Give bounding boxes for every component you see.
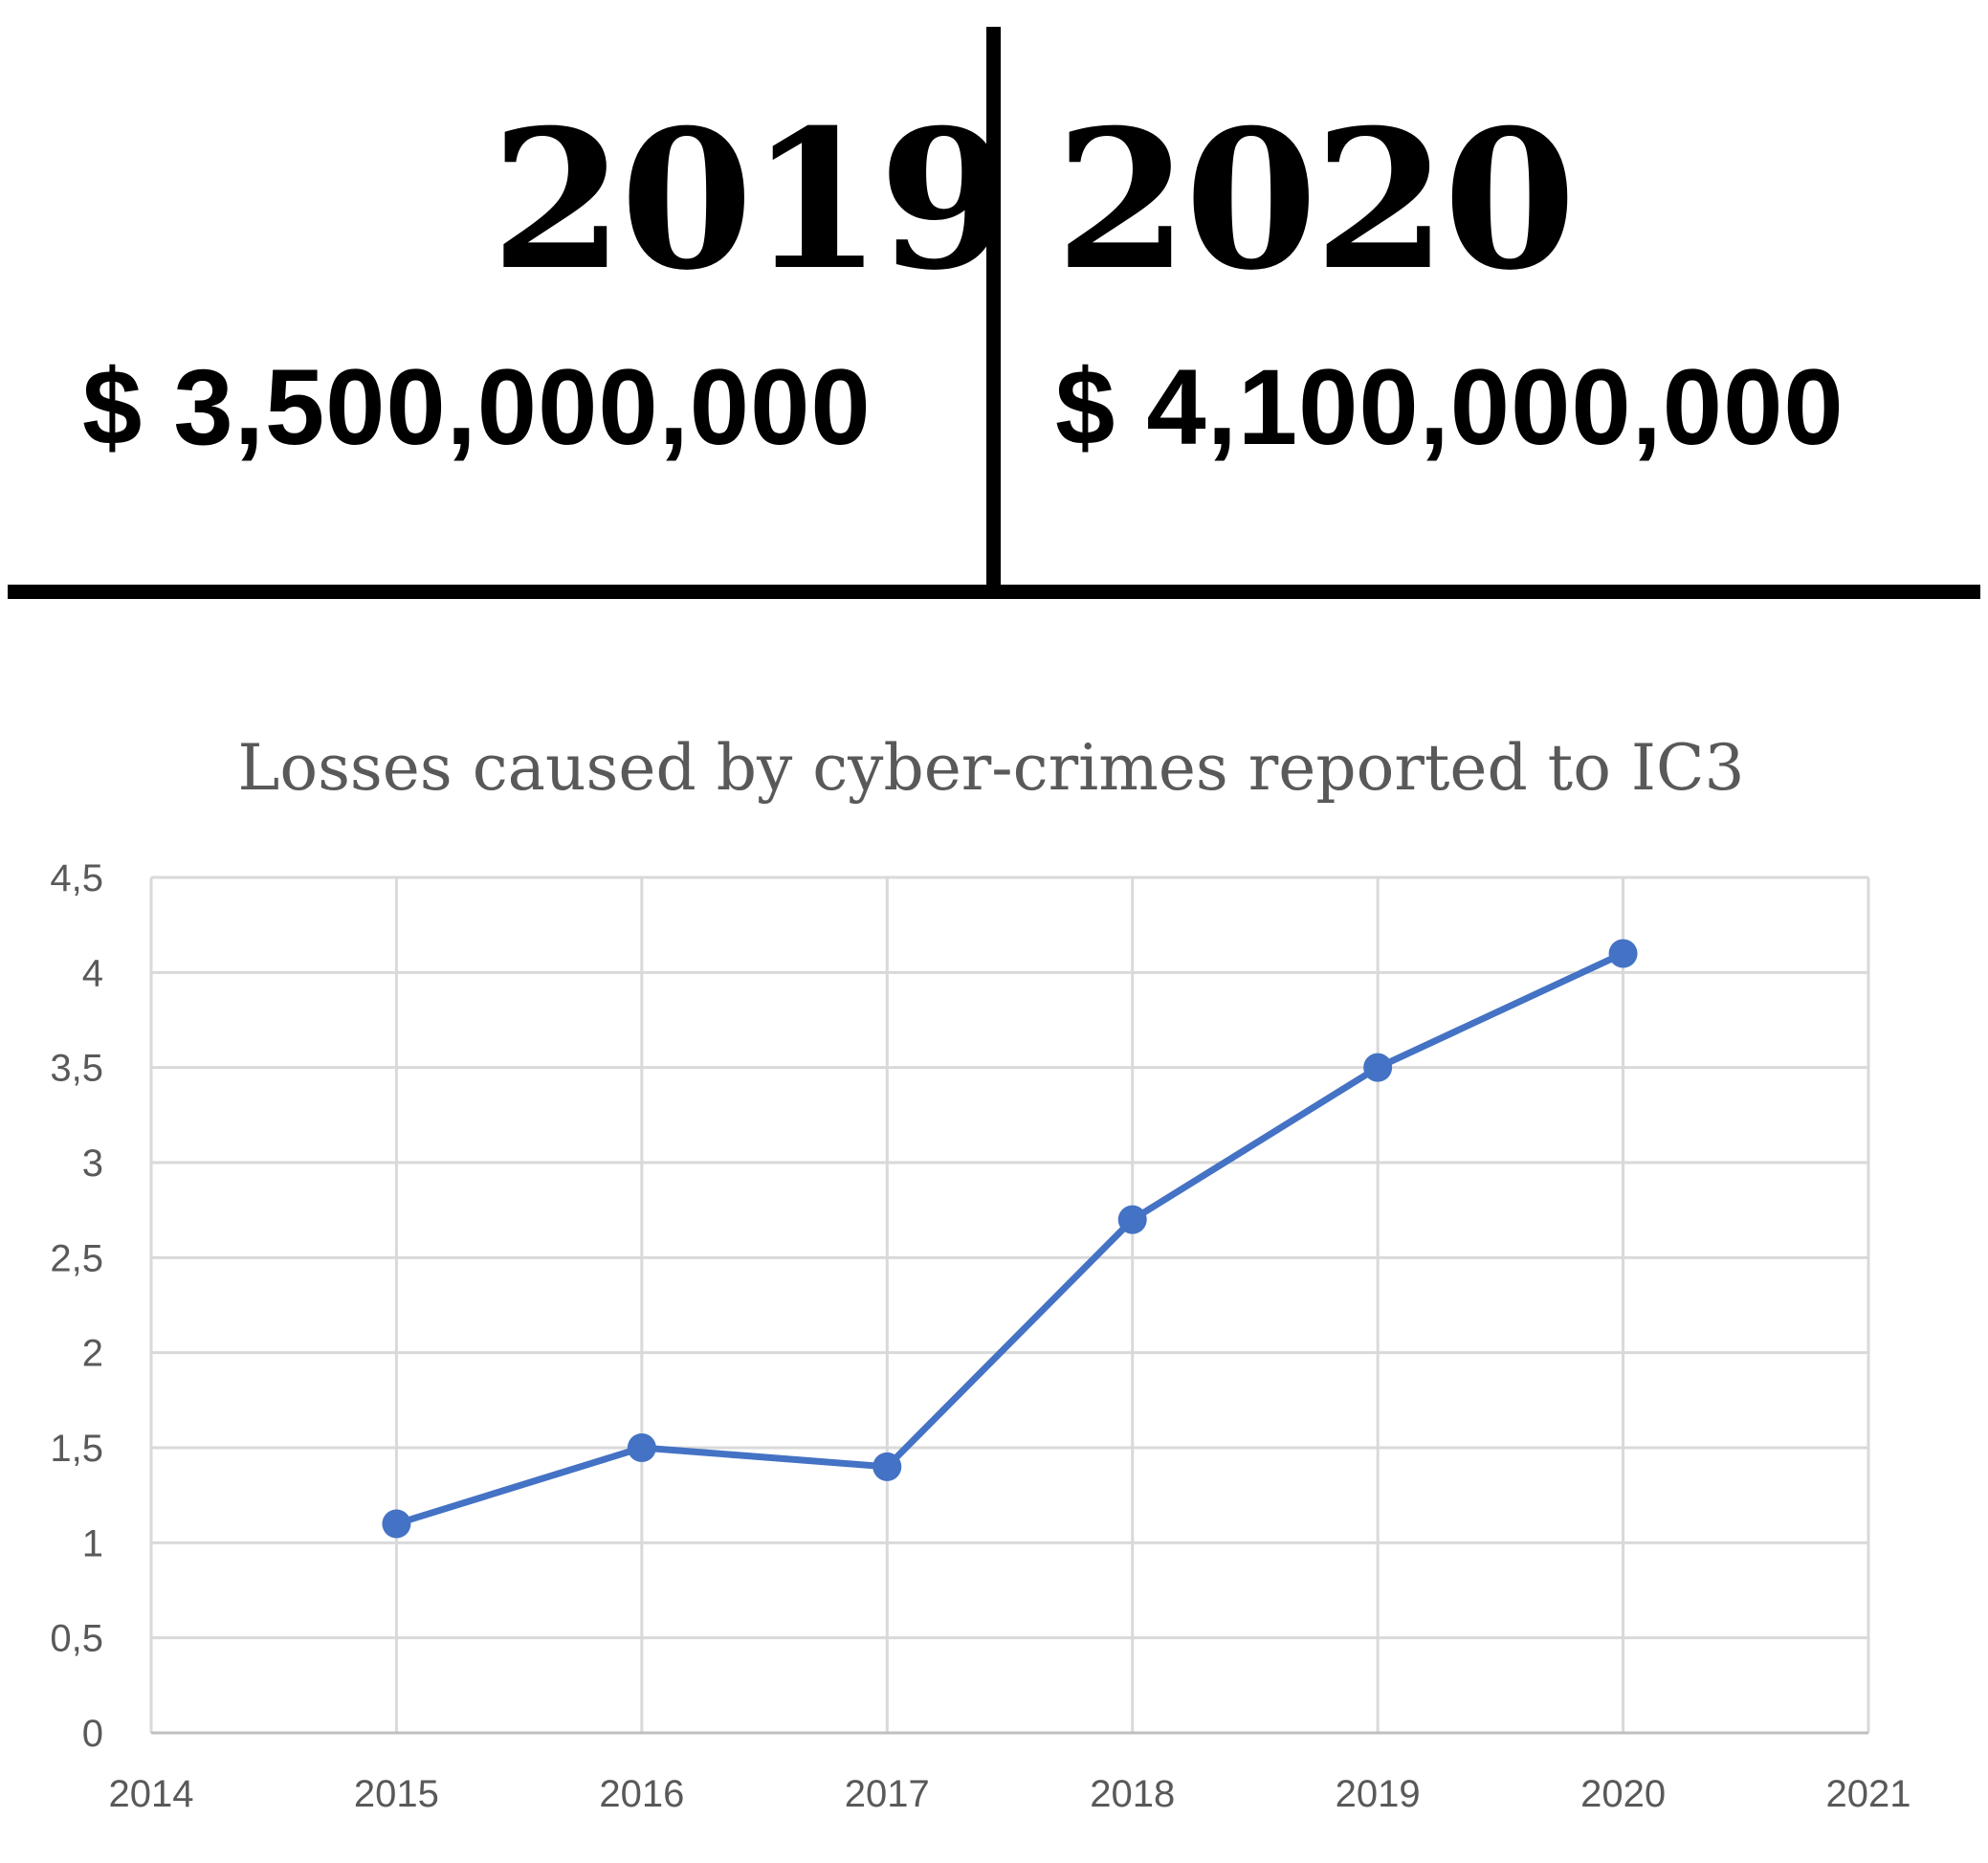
y-tick-label: 1 (82, 1522, 103, 1564)
amount-2020: $ 4,100,000,000 (1055, 347, 1844, 467)
data-point (1117, 1205, 1147, 1234)
x-tick-label: 2018 (1090, 1773, 1175, 1815)
data-point (873, 1452, 902, 1481)
y-tick-label: 1,5 (50, 1428, 103, 1470)
data-point (627, 1433, 656, 1462)
y-tick-label: 4,5 (50, 857, 103, 899)
data-point (1608, 939, 1638, 968)
grid (149, 876, 1870, 1735)
y-tick-label: 0,5 (50, 1618, 103, 1660)
y-tick-label: 3 (82, 1142, 103, 1185)
year-2020-heading: 2020 (1055, 88, 1577, 313)
x-tick-label: 2017 (845, 1773, 930, 1815)
x-tick-label: 2015 (354, 1773, 439, 1815)
axes: 0 0,5 1 1,5 2 2,5 3 3,5 4 4,5 2014 2015 2016 2017 2018… (50, 857, 1911, 1815)
x-tick-label: 2021 (1826, 1773, 1911, 1815)
horizontal-divider (8, 585, 1980, 599)
y-tick-label: 3,5 (50, 1048, 103, 1090)
series-line (395, 950, 1625, 1527)
x-tick-label: 2019 (1336, 1773, 1421, 1815)
x-tick-label: 2014 (109, 1773, 194, 1815)
summary-panel: 2019 2020 $ 3,500,000,000 $ 4,100,000,00… (0, 0, 1988, 612)
y-tick-label: 4 (82, 952, 103, 994)
year-2019-heading: 2019 (491, 88, 1012, 313)
series-group (382, 939, 1638, 1539)
data-point (382, 1509, 411, 1539)
y-tick-label: 2 (82, 1333, 103, 1375)
vertical-divider (986, 27, 1001, 591)
x-tick-label: 2020 (1580, 1773, 1666, 1815)
amount-2019: $ 3,500,000,000 (82, 347, 872, 467)
x-tick-label: 2016 (599, 1773, 684, 1815)
y-tick-label: 2,5 (50, 1237, 103, 1279)
chart-title: Losses caused by cyber-crimes reported t… (238, 731, 1745, 805)
y-tick-label: 0 (82, 1713, 103, 1755)
data-point (1363, 1053, 1393, 1082)
